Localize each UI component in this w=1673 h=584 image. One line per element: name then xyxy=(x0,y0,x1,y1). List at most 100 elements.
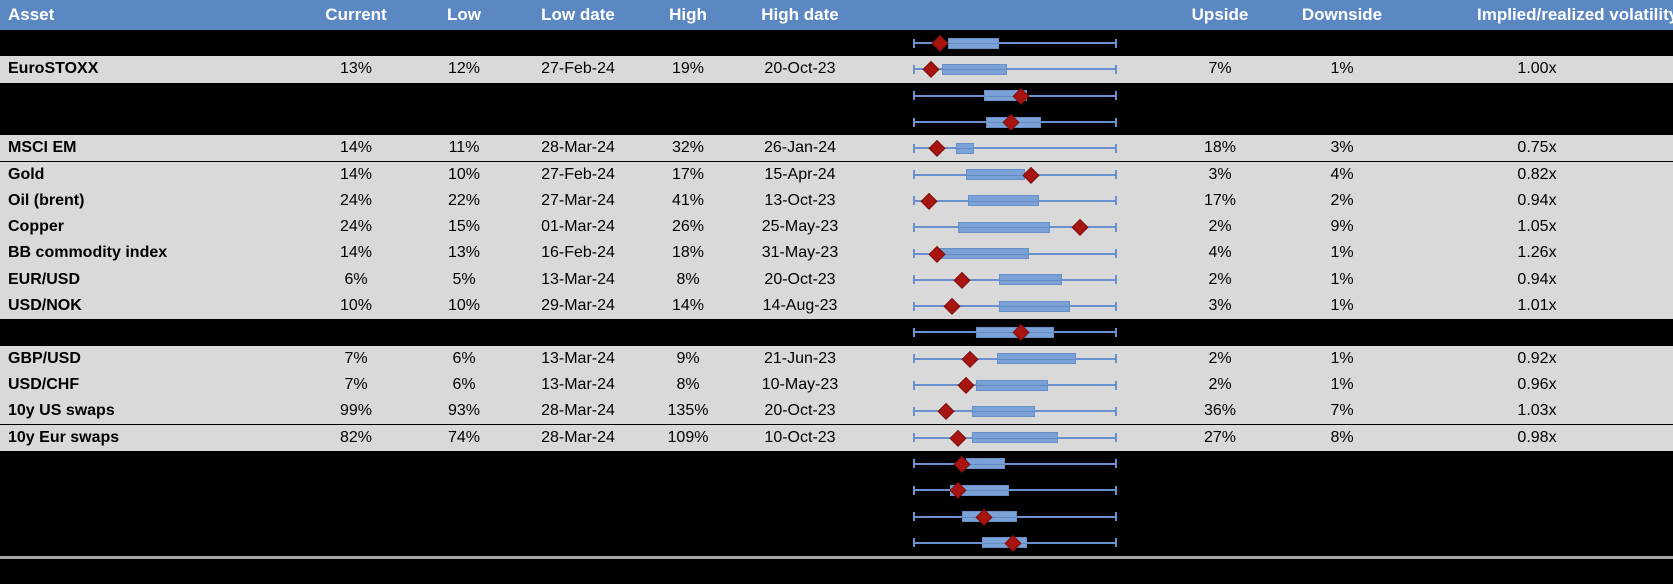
table-header: Asset Current Low Low date High High date Upsi… xyxy=(0,0,1673,30)
cell-high_date: 13-Oct-23 xyxy=(764,191,836,209)
cell-downside: 9% xyxy=(1330,218,1354,236)
hidden-row xyxy=(0,319,1673,346)
cell-high_date: 10-May-23 xyxy=(761,375,839,393)
cell-high: 8% xyxy=(676,270,700,288)
cell-vol: 1.03x xyxy=(1517,402,1557,420)
cell-low_date: 13-Mar-24 xyxy=(541,349,615,367)
cell-downside: 1% xyxy=(1330,60,1354,78)
cell-low: 74% xyxy=(447,428,481,446)
cell-vol: 0.82x xyxy=(1517,165,1557,183)
cell-high: 41% xyxy=(671,191,705,209)
cell-vol: 0.75x xyxy=(1517,139,1557,157)
cell-asset: Copper xyxy=(8,218,64,236)
cell-asset: Oil (brent) xyxy=(8,191,85,209)
cell-current: 14% xyxy=(339,165,373,183)
cell-low: 13% xyxy=(447,244,481,262)
column-header-low_date: Low date xyxy=(541,5,615,24)
cell-downside: 1% xyxy=(1330,244,1354,262)
cell-low_date: 27-Feb-24 xyxy=(541,165,615,183)
cell-low_date: 01-Mar-24 xyxy=(541,218,615,236)
cell-high: 26% xyxy=(671,218,705,236)
cell-upside: 2% xyxy=(1208,375,1232,393)
cell-upside: 2% xyxy=(1208,349,1232,367)
cell-downside: 7% xyxy=(1330,402,1354,420)
cell-asset: USD/CHF xyxy=(8,375,80,393)
cell-high: 9% xyxy=(676,349,700,367)
cell-asset: BB commodity index xyxy=(8,244,168,262)
column-header-high_date: High date xyxy=(761,5,839,24)
cell-downside: 1% xyxy=(1330,270,1354,288)
cell-low_date: 13-Mar-24 xyxy=(541,270,615,288)
cell-low: 12% xyxy=(447,60,481,78)
cell-asset: GBP/USD xyxy=(8,349,81,367)
cell-vol: 0.98x xyxy=(1517,428,1557,446)
cell-low_date: 27-Mar-24 xyxy=(541,191,615,209)
cell-high: 32% xyxy=(671,139,705,157)
hidden-row xyxy=(0,450,1673,478)
cell-high_date: 10-Oct-23 xyxy=(764,428,836,446)
cell-low_date: 16-Feb-24 xyxy=(541,244,615,262)
cell-asset: 10y US swaps xyxy=(8,402,115,420)
column-header-asset: Asset xyxy=(8,5,55,24)
cell-asset: USD/NOK xyxy=(8,297,82,314)
column-header-current: Current xyxy=(325,5,387,24)
hidden-row xyxy=(0,108,1673,136)
cell-current: 7% xyxy=(344,375,368,393)
table-row-eurostoxx: EuroSTOXX 13% 12% 27-Feb-24 19% 20-Oct-23 7% 1%… xyxy=(0,56,1673,83)
cell-current: 82% xyxy=(339,428,373,446)
table-row-copper: Copper 24% 15% 01-Mar-24 26% 25-May-23 2% 9% 1.0… xyxy=(0,214,1673,241)
cell-low: 6% xyxy=(452,349,476,367)
cell-low: 15% xyxy=(447,218,481,236)
cell-low_date: 13-Mar-24 xyxy=(541,375,615,393)
cell-asset: MSCI EM xyxy=(8,139,77,157)
table-row-usd-chf: USD/CHF 7% 6% 13-Mar-24 8% 10-May-23 2% 1% 0.96x xyxy=(0,371,1673,399)
cell-downside: 1% xyxy=(1330,349,1354,367)
cell-upside: 4% xyxy=(1208,244,1232,262)
cell-high_date: 31-May-23 xyxy=(761,244,839,262)
cell-current: 99% xyxy=(339,402,373,420)
column-header-upside: Upside xyxy=(1191,5,1249,24)
table-row-gbp-usd: GBP/USD 7% 6% 13-Mar-24 9% 21-Jun-23 2% 1% 0.92x xyxy=(0,345,1673,372)
cell-vol: 1.26x xyxy=(1517,244,1557,262)
hidden-row xyxy=(0,477,1673,504)
cell-upside: 7% xyxy=(1208,60,1232,78)
hidden-row xyxy=(0,82,1673,109)
cell-low_date: 28-Mar-24 xyxy=(541,428,615,446)
bottom-divider-line xyxy=(0,556,1673,559)
cell-current: 14% xyxy=(339,244,373,262)
table-row-10y-eur-swaps: 10y Eur swaps 82% 74% 28-Mar-24 109% 10-Oct-2… xyxy=(0,424,1673,451)
cell-low: 11% xyxy=(448,139,480,157)
cell-low_date: 28-Mar-24 xyxy=(541,139,615,157)
cell-upside: 36% xyxy=(1203,402,1237,420)
cell-downside: 1% xyxy=(1330,375,1354,393)
cell-high: 17% xyxy=(671,165,705,183)
cell-high: 19% xyxy=(671,60,705,78)
table-row-oil-brent-: Oil (brent) 24% 22% 27-Mar-24 41% 13-Oct-23 17… xyxy=(0,187,1673,215)
column-header-low: Low xyxy=(447,5,481,24)
cell-low_date: 27-Feb-24 xyxy=(541,60,615,78)
cell-vol: 0.96x xyxy=(1517,375,1557,393)
cell-high_date: 20-Oct-23 xyxy=(764,270,836,288)
cell-upside: 3% xyxy=(1208,165,1232,183)
cell-downside: 1% xyxy=(1330,297,1354,314)
cell-vol: 0.94x xyxy=(1517,191,1557,209)
table-row-gold: Gold 14% 10% 27-Feb-24 17% 15-Apr-24 3% 4% 0.82x xyxy=(0,161,1673,188)
cell-vol: 0.94x xyxy=(1517,270,1557,288)
cell-current: 10% xyxy=(339,297,373,314)
cell-current: 24% xyxy=(339,191,373,209)
cell-downside: 8% xyxy=(1330,428,1354,446)
cell-current: 7% xyxy=(344,349,368,367)
cell-upside: 2% xyxy=(1208,270,1232,288)
cell-high: 18% xyxy=(671,244,705,262)
cell-current: 14% xyxy=(339,139,373,157)
cell-downside: 4% xyxy=(1330,165,1354,183)
bottom-black-band xyxy=(0,559,1673,584)
cell-asset: EUR/USD xyxy=(8,270,81,288)
cell-downside: 3% xyxy=(1330,139,1354,157)
cell-downside: 2% xyxy=(1330,191,1354,209)
cell-upside: 17% xyxy=(1203,191,1237,209)
cell-low: 6% xyxy=(452,375,476,393)
cell-high_date: 15-Apr-24 xyxy=(764,165,836,183)
cell-high_date: 25-May-23 xyxy=(761,218,839,236)
cell-low_date: 29-Mar-24 xyxy=(541,297,615,314)
